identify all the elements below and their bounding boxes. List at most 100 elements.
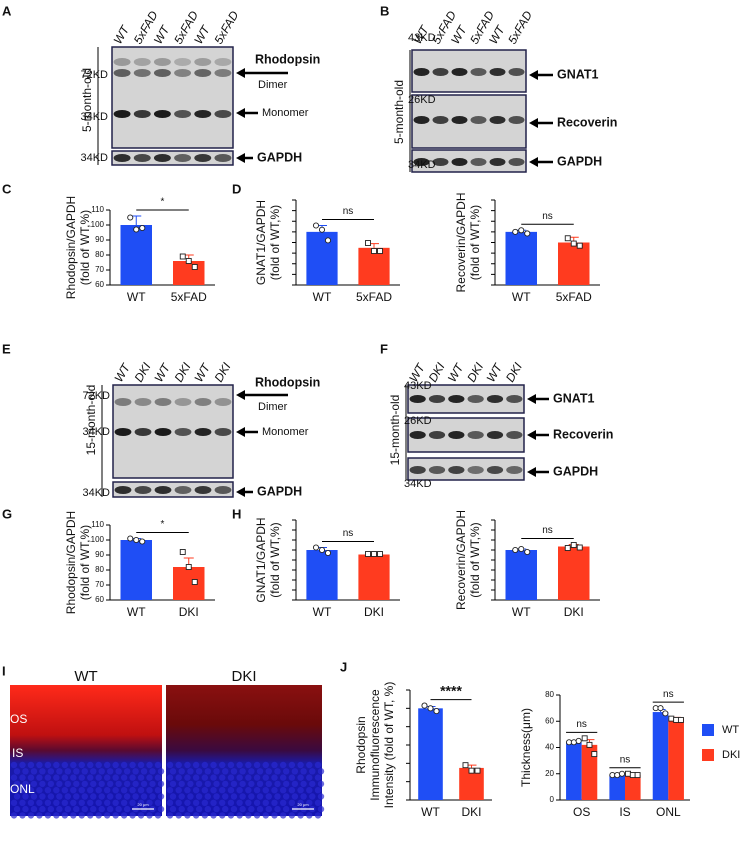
- blot-band: [467, 466, 484, 474]
- protein-label: GAPDH: [257, 484, 302, 498]
- nucleus: [157, 768, 165, 775]
- nucleus: [103, 761, 111, 769]
- nucleus: [279, 799, 287, 806]
- nucleus: [213, 780, 220, 788]
- nucleus: [98, 780, 105, 788]
- data-point: [185, 564, 192, 570]
- nucleus: [10, 774, 18, 781]
- nucleus: [195, 793, 203, 800]
- nucleus: [297, 774, 304, 781]
- nucleus: [73, 793, 80, 800]
- nucleus: [27, 799, 35, 806]
- y-tick-label: 80: [95, 565, 104, 574]
- nucleus: [47, 780, 55, 788]
- bar: [173, 261, 205, 285]
- nucleus: [245, 787, 252, 794]
- nucleus: [204, 793, 212, 800]
- nucleus: [219, 761, 226, 769]
- nucleus: [166, 787, 174, 794]
- nucleus: [56, 780, 63, 788]
- scale-bar-label: 20 μm: [297, 802, 309, 807]
- data-point: [312, 222, 320, 229]
- y-axis-label: Thickness(μm): [519, 708, 533, 787]
- nucleus: [222, 793, 229, 800]
- layer-label: OS: [10, 712, 27, 726]
- nucleus: [297, 812, 304, 819]
- nucleus: [154, 761, 162, 769]
- blot-box: [111, 46, 234, 149]
- nucleus: [239, 768, 246, 775]
- nucleus: [245, 761, 252, 769]
- nucleus: [236, 774, 243, 781]
- nucleus: [22, 768, 29, 775]
- blot-box: [411, 94, 527, 149]
- nucleus: [132, 780, 139, 788]
- bar: [120, 225, 152, 285]
- nucleus: [157, 805, 165, 813]
- blot-band: [153, 58, 171, 66]
- nucleus: [78, 799, 85, 806]
- nucleus: [56, 793, 63, 800]
- nucleus: [253, 761, 261, 769]
- nucleus: [192, 774, 200, 781]
- blot-band: [451, 116, 468, 124]
- y-axis-label: GNAT1/GAPDH: [254, 200, 268, 285]
- blot-band: [113, 110, 131, 118]
- nucleus: [64, 805, 72, 813]
- panel-letter: F: [380, 341, 388, 356]
- protein-label: Dimer: [258, 401, 288, 413]
- nucleus: [39, 805, 46, 813]
- blot-band: [432, 158, 449, 166]
- blot-band: [154, 486, 172, 494]
- legend-label: WT: [722, 724, 739, 736]
- image-title: DKI: [231, 668, 256, 685]
- nucleus: [132, 793, 139, 800]
- nucleus: [256, 780, 264, 788]
- bar: [625, 775, 641, 800]
- blot-band: [154, 428, 172, 436]
- data-point: [427, 705, 434, 712]
- y-tick-label: 60: [95, 595, 104, 604]
- x-tick-label: WT: [313, 290, 332, 304]
- nucleus: [192, 812, 200, 819]
- nucleus: [309, 793, 316, 800]
- y-axis-label: (fold of WT,%): [78, 525, 92, 600]
- data-point: [512, 546, 519, 554]
- data-point: [518, 227, 525, 234]
- nucleus: [236, 812, 243, 819]
- y-tick-label: 100: [91, 220, 105, 229]
- data-point: [625, 770, 631, 777]
- nucleus: [204, 768, 212, 775]
- y-axis-label: Recoverin/GAPDH: [454, 510, 468, 610]
- nucleus: [166, 799, 174, 806]
- data-point: [191, 264, 198, 270]
- x-tick-label: 5xFAD: [356, 290, 392, 304]
- nucleus: [146, 799, 153, 806]
- nucleus: [137, 787, 145, 794]
- data-point: [673, 716, 680, 723]
- blot-band: [214, 486, 232, 494]
- blot-band: [489, 158, 506, 166]
- data-point: [133, 226, 140, 233]
- nucleus: [98, 805, 105, 813]
- mw-label: 34KD: [408, 159, 436, 171]
- bar: [358, 554, 390, 600]
- nucleus: [87, 774, 94, 781]
- nucleus: [123, 768, 131, 775]
- nucleus: [39, 780, 46, 788]
- blot-band: [508, 68, 525, 76]
- blot-band: [174, 486, 192, 494]
- data-point: [576, 242, 583, 249]
- blot-band: [194, 69, 212, 77]
- blot-band: [114, 428, 132, 436]
- mw-label: 34KD: [404, 478, 432, 490]
- nucleus: [306, 799, 313, 806]
- nucleus: [306, 787, 313, 794]
- significance-label: ns: [576, 719, 587, 730]
- nucleus: [178, 793, 185, 800]
- blot-band: [194, 154, 212, 162]
- y-axis-label: GNAT1/GAPDH: [254, 517, 268, 602]
- y-tick-label: 60: [95, 280, 104, 289]
- nucleus: [87, 787, 94, 794]
